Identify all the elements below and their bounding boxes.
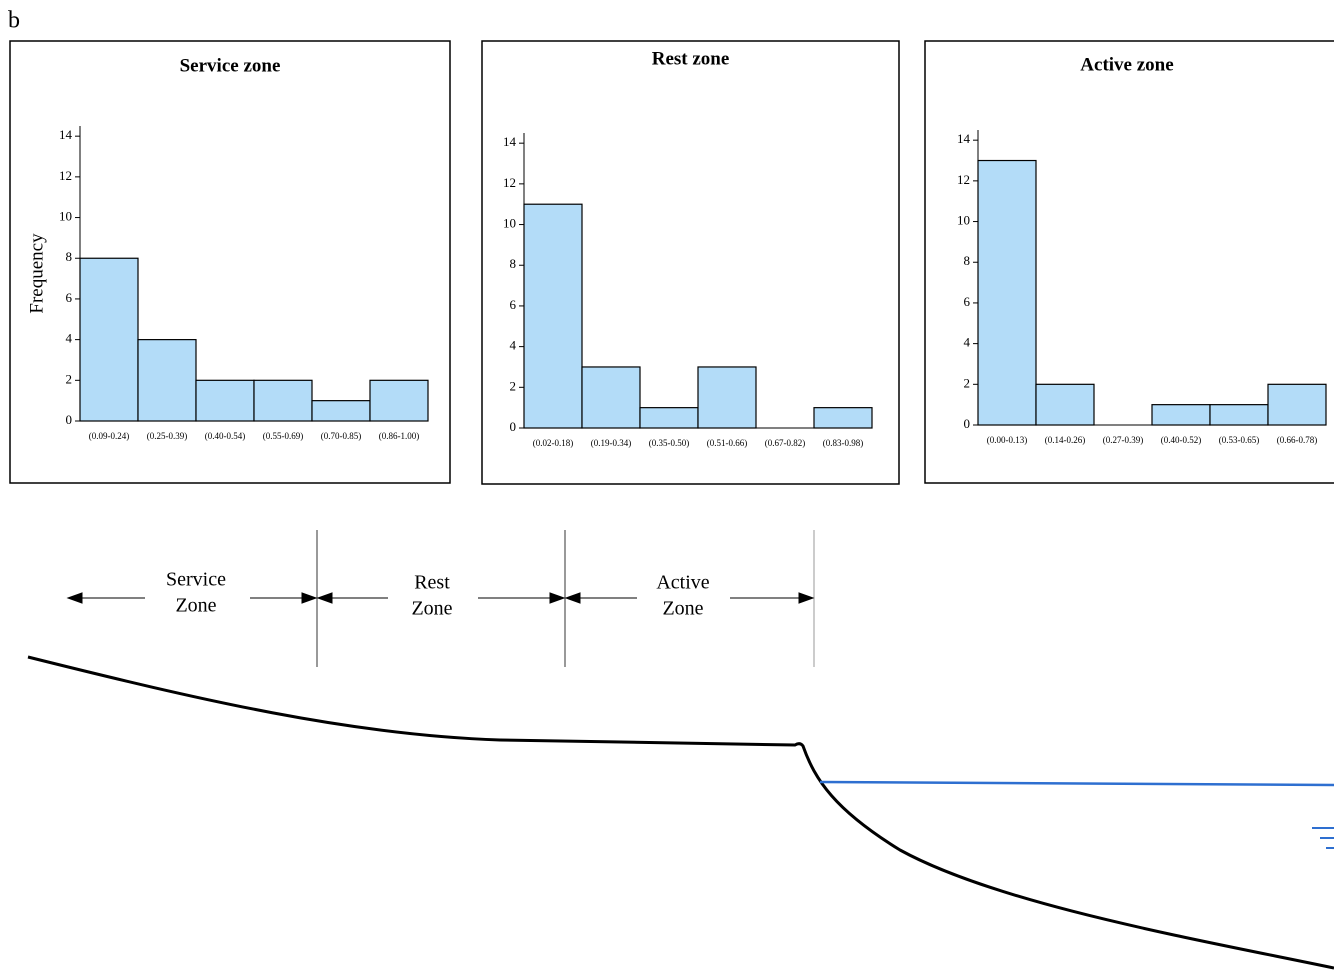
ground-profile (27, 655, 1334, 970)
zone-label: Service (166, 569, 226, 591)
zone-label: Active (656, 572, 709, 594)
x-tick-label: (0.66-0.78) (1277, 435, 1318, 445)
arrow-head (798, 592, 815, 604)
x-tick-label: (0.09-0.24) (89, 431, 130, 441)
arrow-head (316, 592, 333, 604)
bar (1035, 383, 1095, 426)
y-tick-label: 10 (59, 209, 72, 224)
x-tick-label: (0.25-0.39) (147, 431, 188, 441)
x-tick-label: (0.55-0.69) (263, 431, 304, 441)
bar (311, 400, 371, 422)
x-tick-label: (0.35-0.50) (649, 438, 690, 448)
arrow-head (66, 592, 83, 604)
zone-label: Zone (411, 598, 452, 620)
y-tick-label: 6 (510, 297, 517, 312)
y-tick-label: 0 (510, 419, 517, 434)
y-tick-label: 2 (964, 375, 971, 390)
zone-label: Rest (414, 572, 450, 594)
y-tick-label: 8 (510, 256, 517, 271)
x-tick-label: (0.67-0.82) (765, 438, 806, 448)
bar (813, 407, 873, 429)
arrow-head (549, 592, 566, 604)
x-tick-label: (0.40-0.54) (205, 431, 246, 441)
y-tick-label: 10 (957, 213, 970, 228)
y-tick-label: 0 (66, 412, 73, 427)
y-tick-label: 2 (66, 371, 73, 386)
y-tick-label: 14 (59, 127, 73, 142)
chart-title: Service zone (180, 55, 281, 76)
arrow-head (301, 592, 318, 604)
panel-frame (481, 40, 900, 485)
y-tick-label: 4 (964, 335, 971, 350)
x-tick-label: (0.40-0.52) (1161, 435, 1202, 445)
chart-title: Rest zone (652, 48, 730, 69)
x-tick-label: (0.14-0.26) (1045, 435, 1086, 445)
bar (369, 379, 429, 422)
y-tick-label: 4 (510, 338, 517, 353)
zone-label: Zone (175, 595, 216, 617)
bar (137, 339, 197, 422)
y-tick-label: 12 (503, 175, 516, 190)
panel-label: b (8, 8, 20, 34)
bar (581, 366, 641, 429)
arrow-head (564, 592, 581, 604)
x-tick-label: (0.00-0.13) (987, 435, 1028, 445)
bar (1267, 383, 1327, 426)
bar (1151, 404, 1211, 426)
x-tick-label: (0.19-0.34) (591, 438, 632, 448)
bar (79, 257, 139, 422)
y-tick-label: 8 (66, 249, 73, 264)
bar (195, 379, 255, 422)
bar (523, 203, 583, 429)
x-tick-label: (0.53-0.65) (1219, 435, 1260, 445)
x-tick-label: (0.83-0.98) (823, 438, 864, 448)
y-tick-label: 10 (503, 216, 516, 231)
x-tick-label: (0.86-1.00) (379, 431, 420, 441)
bar (253, 379, 313, 422)
y-tick-label: 4 (66, 331, 73, 346)
y-tick-label: 14 (957, 131, 971, 146)
y-tick-label: 0 (964, 416, 971, 431)
zone-diagram (27, 530, 1334, 970)
y-tick-label: 12 (59, 168, 72, 183)
bar (697, 366, 757, 429)
bar (977, 159, 1037, 426)
water-line (819, 780, 1334, 787)
chart-title: Active zone (1080, 54, 1173, 75)
y-tick-label: 6 (964, 294, 971, 309)
panel-frame (924, 40, 1334, 484)
y-tick-label: 12 (957, 172, 970, 187)
y-tick-label: 2 (510, 378, 517, 393)
x-tick-label: (0.51-0.66) (707, 438, 748, 448)
panel-frame (9, 40, 451, 484)
y-axis-label: Frequency (26, 233, 47, 314)
zone-label: Zone (662, 598, 703, 620)
x-tick-label: (0.02-0.18) (533, 438, 574, 448)
y-tick-label: 8 (964, 253, 971, 268)
x-tick-label: (0.70-0.85) (321, 431, 362, 441)
y-tick-label: 14 (503, 134, 517, 149)
bar (1209, 404, 1269, 426)
bar (639, 407, 699, 429)
x-tick-label: (0.27-0.39) (1103, 435, 1144, 445)
y-tick-label: 6 (66, 290, 73, 305)
